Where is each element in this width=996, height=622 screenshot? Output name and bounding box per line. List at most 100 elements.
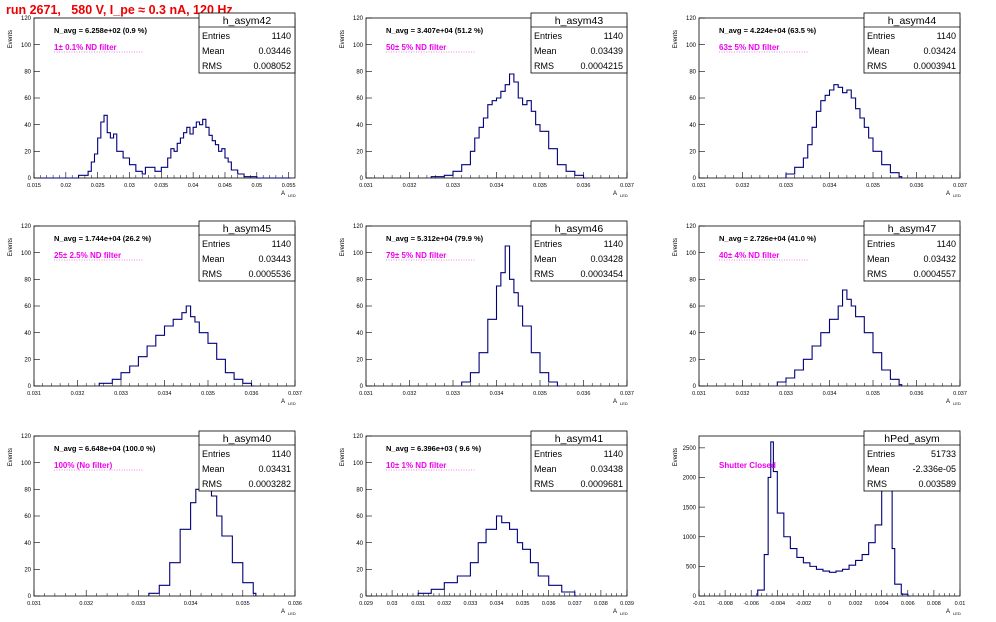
navg-label: N_avg = 5.312e+04 (79.9 %) (386, 234, 484, 243)
stat-label-rms: RMS (867, 61, 887, 71)
histogram-name: hPed_asym (884, 433, 940, 445)
x-tick-label: 0.032 (736, 183, 750, 189)
y-tick-label: 120 (353, 434, 364, 440)
histogram-line (148, 482, 257, 596)
x-tick-label: 0.036 (542, 601, 556, 607)
filter-annotation: Shutter Closed (719, 461, 776, 470)
x-tick-label: -0.002 (796, 601, 812, 607)
histogram-panel-h_asym44: 0 20 40 60 80 100 120 0.031 0.032 0.033 0.034 0.035… (673, 12, 967, 198)
x-tick-label: 0.03 (387, 601, 398, 607)
stat-value-entries: 1140 (937, 239, 956, 249)
stat-label-mean: Mean (534, 46, 557, 56)
x-tick-label: 0.035 (866, 183, 880, 189)
x-tick-label: 0.055 (282, 183, 296, 189)
x-tick-label: 0.01 (955, 601, 966, 607)
y-tick-label: 60 (689, 96, 696, 102)
stat-value-rms: 0.008052 (253, 61, 291, 71)
y-tick-label: 40 (356, 541, 363, 547)
x-tick-label: 0.035 (154, 183, 168, 189)
y-axis-label: Events (8, 30, 14, 48)
navg-label: N_avg = 3.407e+04 (51.2 %) (386, 26, 484, 35)
x-axis-label: A (946, 399, 950, 405)
stat-value-mean: 0.03428 (590, 254, 623, 264)
navg-label: N_avg = 4.224e+04 (63.5 %) (719, 26, 817, 35)
histogram-line (40, 114, 292, 179)
y-axis-label: Events (673, 30, 679, 48)
stat-label-mean: Mean (534, 464, 557, 474)
y-tick-label: 0 (28, 176, 32, 182)
y-tick-label: 60 (689, 304, 696, 310)
y-tick-label: 0 (360, 594, 364, 600)
y-tick-label: 20 (689, 358, 696, 364)
stats-box-frame (863, 430, 961, 492)
stat-value-mean: 0.03432 (923, 254, 956, 264)
x-tick-label: 0.031 (692, 183, 706, 189)
x-tick-label: 0.002 (849, 601, 863, 607)
stat-label-rms: RMS (534, 61, 554, 71)
stat-label-entries: Entries (202, 239, 231, 249)
histogram-name: h_asym40 (223, 433, 272, 445)
stat-label-entries: Entries (202, 31, 231, 41)
stat-value-rms: 0.0004215 (580, 61, 623, 71)
y-tick-label: 100 (353, 461, 364, 467)
x-tick-label: 0.036 (577, 391, 591, 397)
histogram-panel-h_asym43: 0 20 40 60 80 100 120 0.031 0.032 0.033 0.034 0.035… (340, 12, 634, 198)
filter-annotation: 1± 0.1% ND filter (54, 43, 117, 52)
stat-label-mean: Mean (202, 254, 225, 264)
y-tick-label: 80 (24, 70, 31, 76)
x-axis-label: A (281, 191, 285, 197)
histogram-panel-h_asym41: 0 20 40 60 80 100 120 0.029 0.03 0.031 0.032 0.033 0… (340, 430, 634, 616)
x-tick-label: 0.036 (910, 183, 924, 189)
navg-label: N_avg = 2.726e+04 (41.0 %) (719, 234, 817, 243)
y-tick-label: 1000 (683, 535, 697, 541)
y-tick-label: 120 (353, 16, 364, 22)
filter-annotation: 63± 5% ND filter (719, 43, 779, 52)
stat-label-mean: Mean (867, 46, 890, 56)
stat-label-rms: RMS (534, 479, 554, 489)
stats-box-frame (198, 220, 296, 282)
histogram-panel-h_asym45: 0 20 40 60 80 100 120 0.031 0.032 0.033 0.034 0.035… (8, 220, 302, 406)
x-tick-label: 0.036 (288, 601, 302, 607)
x-axis-label: A (946, 609, 950, 615)
x-tick-label: 0.032 (79, 601, 93, 607)
filter-annotation: 10± 1% ND filter (386, 461, 446, 470)
stat-label-entries: Entries (867, 31, 896, 41)
navg-label: N_avg = 6.648e+04 (100.0 %) (54, 444, 156, 453)
stat-label-rms: RMS (202, 269, 222, 279)
x-tick-label: 0.033 (446, 391, 460, 397)
x-tick-label: 0.032 (437, 601, 451, 607)
stat-label-rms: RMS (202, 479, 222, 489)
x-tick-label: 0.033 (132, 601, 146, 607)
filter-annotation: 100% (No filter) (54, 461, 113, 470)
y-tick-label: 100 (21, 251, 32, 257)
x-axis-label: A (613, 609, 617, 615)
stat-value-rms: 0.0003282 (248, 479, 291, 489)
y-axis-label: Events (340, 448, 346, 466)
y-tick-label: 2000 (683, 476, 697, 482)
stat-label-entries: Entries (202, 449, 231, 459)
y-tick-label: 60 (24, 96, 31, 102)
x-axis-label-subscript: LED (953, 401, 961, 406)
stat-value-entries: 1140 (272, 31, 291, 41)
stat-label-entries: Entries (534, 31, 563, 41)
filter-annotation: 25± 2.5% ND filter (54, 251, 121, 260)
x-tick-label: 0.034 (490, 391, 504, 397)
y-tick-label: 60 (356, 304, 363, 310)
histogram-name: h_asym47 (888, 223, 937, 235)
y-axis-label: Events (340, 238, 346, 256)
stats-box: h_asym40 Entries 1140 Mean 0.03431 RMS 0.00032… (198, 430, 296, 492)
stats-box: hPed_asym Entries 51733 Mean -2.336e-05 RMS 0.… (863, 430, 961, 492)
x-tick-label: 0.037 (568, 601, 582, 607)
histogram-line (785, 84, 903, 178)
stats-box-frame (863, 220, 961, 282)
x-tick-label: 0.031 (27, 601, 41, 607)
x-axis-label-subscript: LED (288, 193, 296, 198)
stat-value-rms: 0.0004557 (913, 269, 956, 279)
x-tick-label: 0 (828, 601, 831, 607)
stat-label-rms: RMS (867, 269, 887, 279)
histogram-line (776, 289, 903, 386)
y-tick-label: 120 (686, 16, 697, 22)
histogram-panel-h_asym47: 0 20 40 60 80 100 120 0.031 0.032 0.033 0.034 0.035… (673, 220, 967, 406)
